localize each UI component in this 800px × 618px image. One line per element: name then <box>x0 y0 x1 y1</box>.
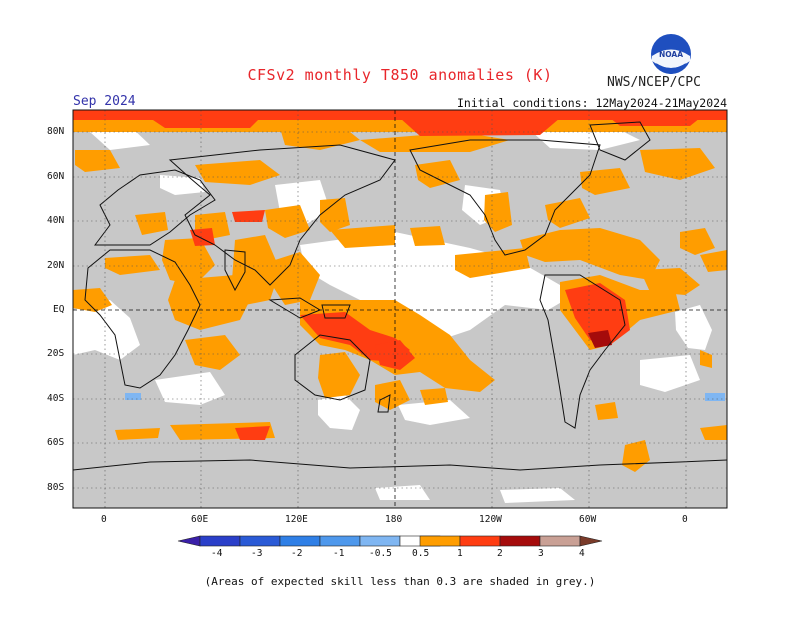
colorbar-label: -1 <box>333 548 345 559</box>
lat-label-40s: 40S <box>47 393 65 404</box>
initial-conditions: Initial conditions: 12May2024-21May2024 <box>456 96 727 110</box>
colorbar-label: 3 <box>538 548 544 559</box>
colorbar-label: 2 <box>497 548 503 559</box>
lon-label-0-east: 0 <box>682 514 688 525</box>
lat-label-60n: 60N <box>47 171 65 182</box>
anomaly-neg-1-to-neg-0-5 <box>125 393 725 401</box>
colorbar-label: -4 <box>211 548 223 559</box>
lat-label-60s: 60S <box>47 437 65 448</box>
anomaly-0-5-to-1 <box>73 118 727 472</box>
noaa-logo-text: NOAA <box>659 50 683 59</box>
lon-label-0: 0 <box>101 514 107 525</box>
lat-label-20s: 20S <box>47 348 65 359</box>
map-title: CFSv2 monthly T850 anomalies (K) <box>247 66 553 84</box>
forecast-month: Sep 2024 <box>73 94 136 109</box>
skill-footnote: (Areas of expected skill less than 0.3 a… <box>204 575 596 588</box>
lon-label-180: 180 <box>385 514 403 525</box>
lat-label-eq: EQ <box>53 304 65 315</box>
colorbar-label: 4 <box>579 548 585 559</box>
lon-label-120w: 120W <box>479 514 502 525</box>
colorbar <box>177 535 603 547</box>
colorbar-label: -0.5 <box>369 548 392 559</box>
organization-label: NWS/NCEP/CPC <box>607 75 701 90</box>
gridlines <box>73 110 727 508</box>
lat-label-80n: 80N <box>47 126 65 137</box>
lat-label-40n: 40N <box>47 215 65 226</box>
near-normal-areas <box>73 125 712 503</box>
colorbar-label: 0.5 <box>412 548 430 559</box>
noaa-logo: NOAA <box>651 34 691 74</box>
colorbar-label: -2 <box>291 548 303 559</box>
coastlines <box>73 121 727 471</box>
lat-label-80s: 80S <box>47 482 65 493</box>
equator-dateline <box>73 110 727 508</box>
map-frame <box>72 109 728 509</box>
anomaly-2-to-3 <box>588 330 612 348</box>
anomaly-1-to-2 <box>73 110 727 440</box>
lon-label-60w: 60W <box>579 514 597 525</box>
lon-label-60e: 60E <box>191 514 209 525</box>
lon-label-120e: 120E <box>285 514 308 525</box>
colorbar-label: -3 <box>251 548 263 559</box>
colorbar-label: 1 <box>457 548 463 559</box>
lat-label-20n: 20N <box>47 260 65 271</box>
